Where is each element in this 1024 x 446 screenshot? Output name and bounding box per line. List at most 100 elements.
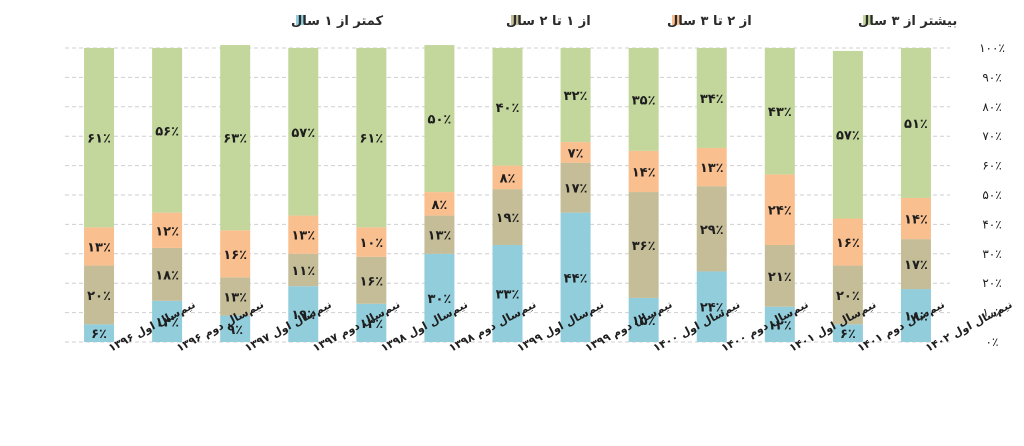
data-label: ۸٪ [500, 171, 516, 186]
data-label: ۴۴٪ [564, 271, 588, 286]
bar-stack: ۱۸٪ ۱۷٪ ۱۴٪ ۵۱٪ [900, 48, 931, 342]
bar-segment [84, 227, 115, 266]
legend-swatch [296, 15, 306, 25]
bar-segment [424, 192, 455, 216]
legend-item: بیشتر از ۳ سال [858, 14, 957, 29]
data-label: ۱۳٪ [291, 229, 315, 244]
bar-stack: ۱۳٪ ۱۶٪ ۱۰٪ ۶۱٪ [356, 48, 387, 342]
bar-segment [84, 48, 115, 228]
data-label: ۱۶٪ [359, 274, 383, 289]
bar-stack: ۴۴٪ ۱۷٪ ۷٪ ۳۲٪ [560, 48, 591, 342]
bar-segment [492, 165, 523, 190]
bar-segment [696, 271, 727, 342]
bar-segment [220, 277, 251, 316]
data-label: ۵۷٪ [836, 129, 860, 144]
bar-segment [424, 253, 455, 342]
bar-segment [696, 186, 727, 272]
y-tick-label: ۰٪ [986, 335, 999, 349]
legend-label: بیشتر از ۳ سال [858, 14, 957, 29]
data-label: ۱۳٪ [700, 161, 724, 176]
data-label: ۱۰٪ [359, 236, 383, 251]
bar-segment [288, 215, 319, 254]
data-label: ۱۹٪ [496, 211, 520, 226]
bar-segment [84, 324, 115, 342]
bar-segment [764, 244, 795, 307]
data-label: ۲۰٪ [87, 289, 111, 304]
y-tick-label: ۴۰٪ [982, 217, 1001, 231]
data-label: ۲۱٪ [768, 270, 792, 285]
data-label: ۱۱٪ [291, 264, 315, 279]
bar-segment [832, 218, 863, 266]
data-label: ۱۸٪ [904, 310, 928, 325]
bar-segment [152, 300, 183, 342]
data-label: ۴۰٪ [496, 101, 520, 116]
data-label: ۶۱٪ [359, 132, 383, 147]
data-label: ۳۰٪ [428, 292, 452, 307]
data-label: ۱۳٪ [359, 317, 383, 332]
data-label: ۳۴٪ [700, 92, 724, 107]
data-label: ۵۶٪ [155, 124, 179, 139]
y-tick-label: ۲۰٪ [982, 276, 1001, 290]
y-tick-label: ۶۰٪ [982, 159, 1001, 173]
legend-swatch [672, 15, 682, 25]
bar-segment [356, 48, 387, 228]
data-label: ۳۳٪ [496, 287, 520, 302]
data-label: ۱۳٪ [223, 290, 247, 305]
bar-segment [288, 253, 319, 287]
legend-item: کمتر از ۱ سال [291, 14, 384, 29]
bar-stack: ۳۰٪ ۱۳٪ ۸٪ ۵۰٪ [424, 45, 455, 342]
bar-segment [900, 289, 931, 342]
data-label: ۱۸٪ [155, 268, 179, 283]
data-label: ۱۶٪ [836, 236, 860, 251]
bar-segment [764, 174, 795, 245]
bar-stack: ۳۳٪ ۱۹٪ ۸٪ ۴۰٪ [492, 48, 523, 342]
data-label: ۵۱٪ [904, 117, 928, 132]
data-label: ۱۳٪ [87, 240, 111, 255]
data-label: ۱۵٪ [632, 314, 656, 329]
data-label: ۵۷٪ [291, 126, 315, 141]
bar-segment [628, 150, 659, 193]
bar-segment [900, 48, 931, 198]
bar-segment [424, 215, 455, 254]
bar-segment [628, 192, 659, 298]
bar-stack: ۹٪ ۱۳٪ ۱۶٪ ۶۳٪ [220, 45, 251, 342]
data-label: ۹٪ [227, 323, 243, 338]
bar-segment [696, 48, 727, 148]
data-label: ۱۹٪ [291, 308, 315, 323]
bar-segment [696, 147, 727, 187]
bar-segment [900, 239, 931, 290]
data-label: ۱۷٪ [904, 258, 928, 273]
bar-segment [152, 48, 183, 213]
legend-label: کمتر از ۱ سال [291, 14, 384, 29]
bar-segment [84, 265, 115, 325]
legend-item: از ۱ تا ۲ سال [506, 14, 591, 29]
bar-stack: ۱۴٪ ۱۸٪ ۱۲٪ ۵۶٪ [152, 48, 183, 342]
data-label: ۶٪ [91, 327, 107, 342]
bar-stack: ۲۴٪ ۲۹٪ ۱۳٪ ۳۴٪ [696, 48, 727, 342]
data-label: ۱۳٪ [428, 229, 452, 244]
bar-segment [288, 48, 319, 216]
bar-segment [220, 45, 251, 231]
bar-segment [492, 189, 523, 245]
data-label: ۱۴٪ [155, 315, 179, 330]
bar-segment [560, 142, 591, 163]
y-tick-label: ۸۰٪ [982, 100, 1001, 114]
y-tick-label: ۱۰٪ [982, 306, 1001, 320]
bar-segment [492, 48, 523, 166]
data-label: ۳۵٪ [632, 93, 656, 108]
data-label: ۱۷٪ [564, 182, 588, 197]
bar-segment [220, 315, 251, 342]
bar-segment [492, 244, 523, 342]
y-tick-label: ۵۰٪ [982, 188, 1001, 202]
legend-item: از ۲ تا ۳ سال [667, 14, 752, 29]
bar-segment [424, 45, 455, 193]
bar-segment [832, 265, 863, 325]
legend-label: از ۲ تا ۳ سال [667, 14, 752, 29]
bar-segment [764, 48, 795, 175]
bar-segment [560, 48, 591, 143]
data-label: ۲۹٪ [700, 223, 724, 238]
bar-segment [152, 212, 183, 248]
bar-segment [628, 297, 659, 342]
